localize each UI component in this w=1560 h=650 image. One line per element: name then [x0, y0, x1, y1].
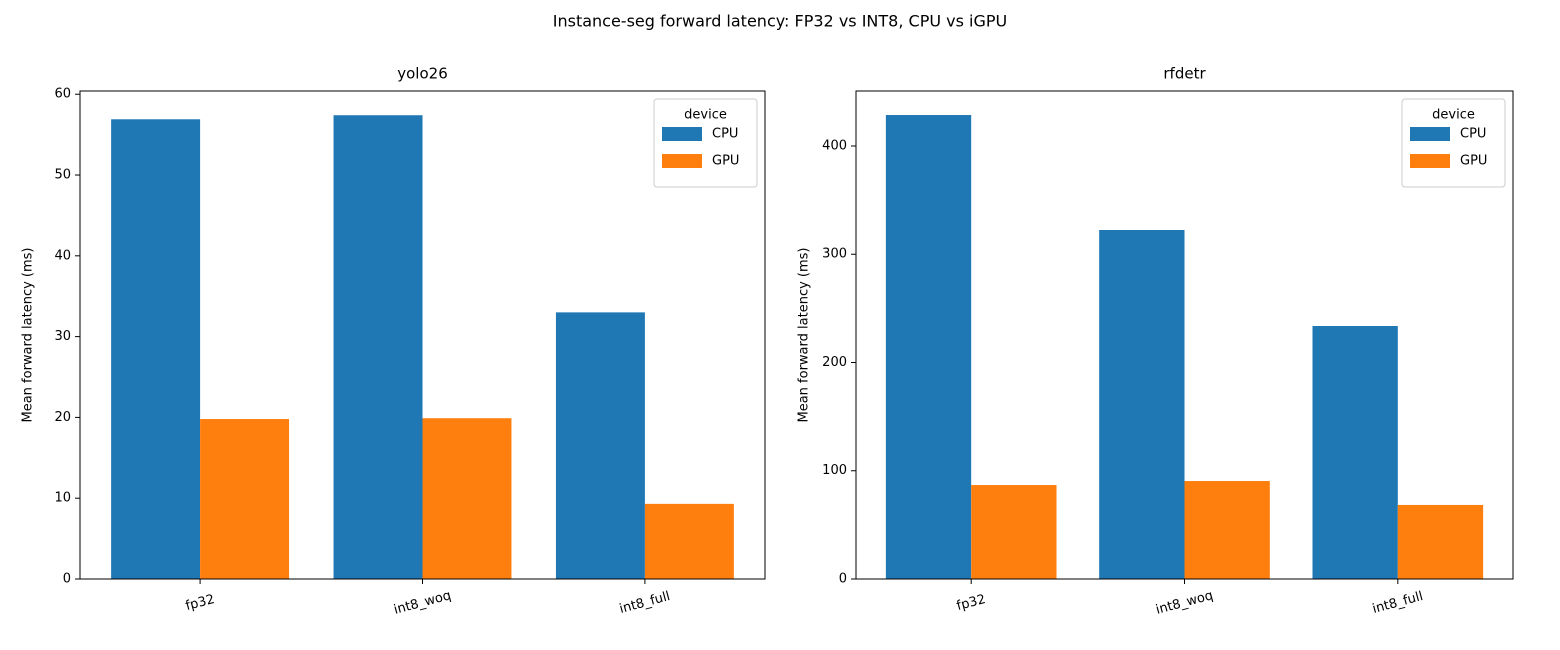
bar	[422, 418, 512, 579]
bar	[333, 115, 423, 580]
x-tick-label: fp32	[955, 592, 987, 614]
legend-title: device	[684, 108, 727, 123]
x-tick-label: int8_woq	[392, 588, 452, 618]
y-tick-label: 20	[54, 410, 71, 425]
x-tick-label: fp32	[184, 592, 216, 614]
bar	[555, 312, 645, 579]
bar	[971, 485, 1057, 579]
y-tick-label: 0	[839, 572, 847, 587]
y-tick-label: 300	[822, 247, 847, 262]
legend-swatch	[662, 154, 702, 168]
bar	[644, 503, 734, 579]
legend-swatch	[662, 127, 702, 141]
y-axis-label: Mean forward latency (ms)	[797, 248, 812, 423]
legend-label: CPU	[712, 127, 738, 142]
bar	[885, 115, 972, 579]
axes-title: yolo26	[397, 65, 448, 83]
legend-label: GPU	[712, 154, 739, 169]
legend-label: GPU	[1460, 154, 1487, 169]
x-tick-label: int8_full	[618, 589, 672, 617]
bar	[1099, 229, 1185, 580]
x-tick-label: int8_full	[1371, 589, 1425, 617]
y-tick-label: 0	[63, 572, 71, 587]
legend-title: device	[1432, 108, 1475, 123]
y-tick-label: 60	[54, 87, 71, 102]
axes-frame	[79, 90, 766, 580]
y-tick-label: 30	[54, 329, 71, 344]
axes-title: rfdetr	[1163, 65, 1206, 83]
bar	[1397, 504, 1484, 579]
y-tick-label: 200	[822, 355, 847, 370]
y-tick-label: 40	[54, 248, 71, 263]
legend-swatch	[1410, 154, 1450, 168]
axes-frame	[855, 90, 1514, 580]
legend-swatch	[1410, 127, 1450, 141]
bar	[200, 419, 290, 579]
figure-title: Instance-seg forward latency: FP32 vs IN…	[553, 12, 1007, 31]
bar	[1312, 326, 1398, 579]
bar	[111, 119, 201, 580]
y-tick-label: 400	[822, 138, 847, 153]
y-tick-label: 50	[54, 168, 71, 183]
bar	[1184, 481, 1270, 579]
x-tick-label: int8_woq	[1154, 588, 1214, 618]
legend-label: CPU	[1460, 127, 1486, 142]
y-tick-label: 100	[822, 463, 847, 478]
y-axis-label: Mean forward latency (ms)	[21, 248, 36, 423]
y-tick-label: 10	[54, 491, 71, 506]
